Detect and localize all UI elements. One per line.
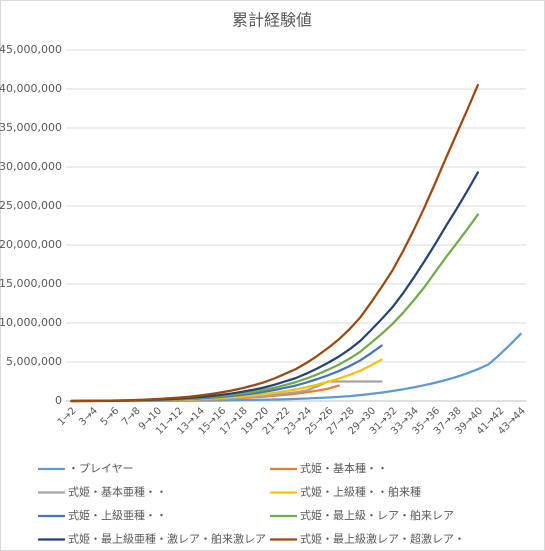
- legend-label: 式姫・最上級亜種・激レア・舶来激レア: [68, 532, 266, 546]
- y-tick-label: 15,000,000: [0, 277, 62, 290]
- series-line: [70, 83, 479, 403]
- y-tick-label: 25,000,000: [0, 199, 62, 212]
- y-tick-label: 5,000,000: [6, 355, 62, 368]
- y-tick-label: 0: [55, 394, 62, 407]
- y-tick-label: 10,000,000: [0, 316, 62, 329]
- legend-label: 式姫・基本亜種・・: [68, 485, 167, 499]
- legend-label: ・プレイヤー: [68, 462, 134, 475]
- y-tick-label: 40,000,000: [0, 82, 62, 95]
- legend-label: 式姫・最上級激レア・超激レア・: [300, 532, 465, 546]
- legend-label: 式姫・基本種・・: [300, 461, 388, 475]
- y-tick-label: 35,000,000: [0, 121, 62, 134]
- y-tick-label: 30,000,000: [0, 160, 62, 173]
- chart-title: 累計経験値: [232, 11, 312, 30]
- y-tick-label: 45,000,000: [0, 43, 62, 56]
- legend-label: 式姫・上級種・・舶来種: [300, 485, 421, 499]
- legend-label: 式姫・最上級・レア・舶来レア: [300, 508, 454, 522]
- y-tick-label: 20,000,000: [0, 238, 62, 251]
- legend-label: 式姫・上級亜種・・: [68, 508, 167, 522]
